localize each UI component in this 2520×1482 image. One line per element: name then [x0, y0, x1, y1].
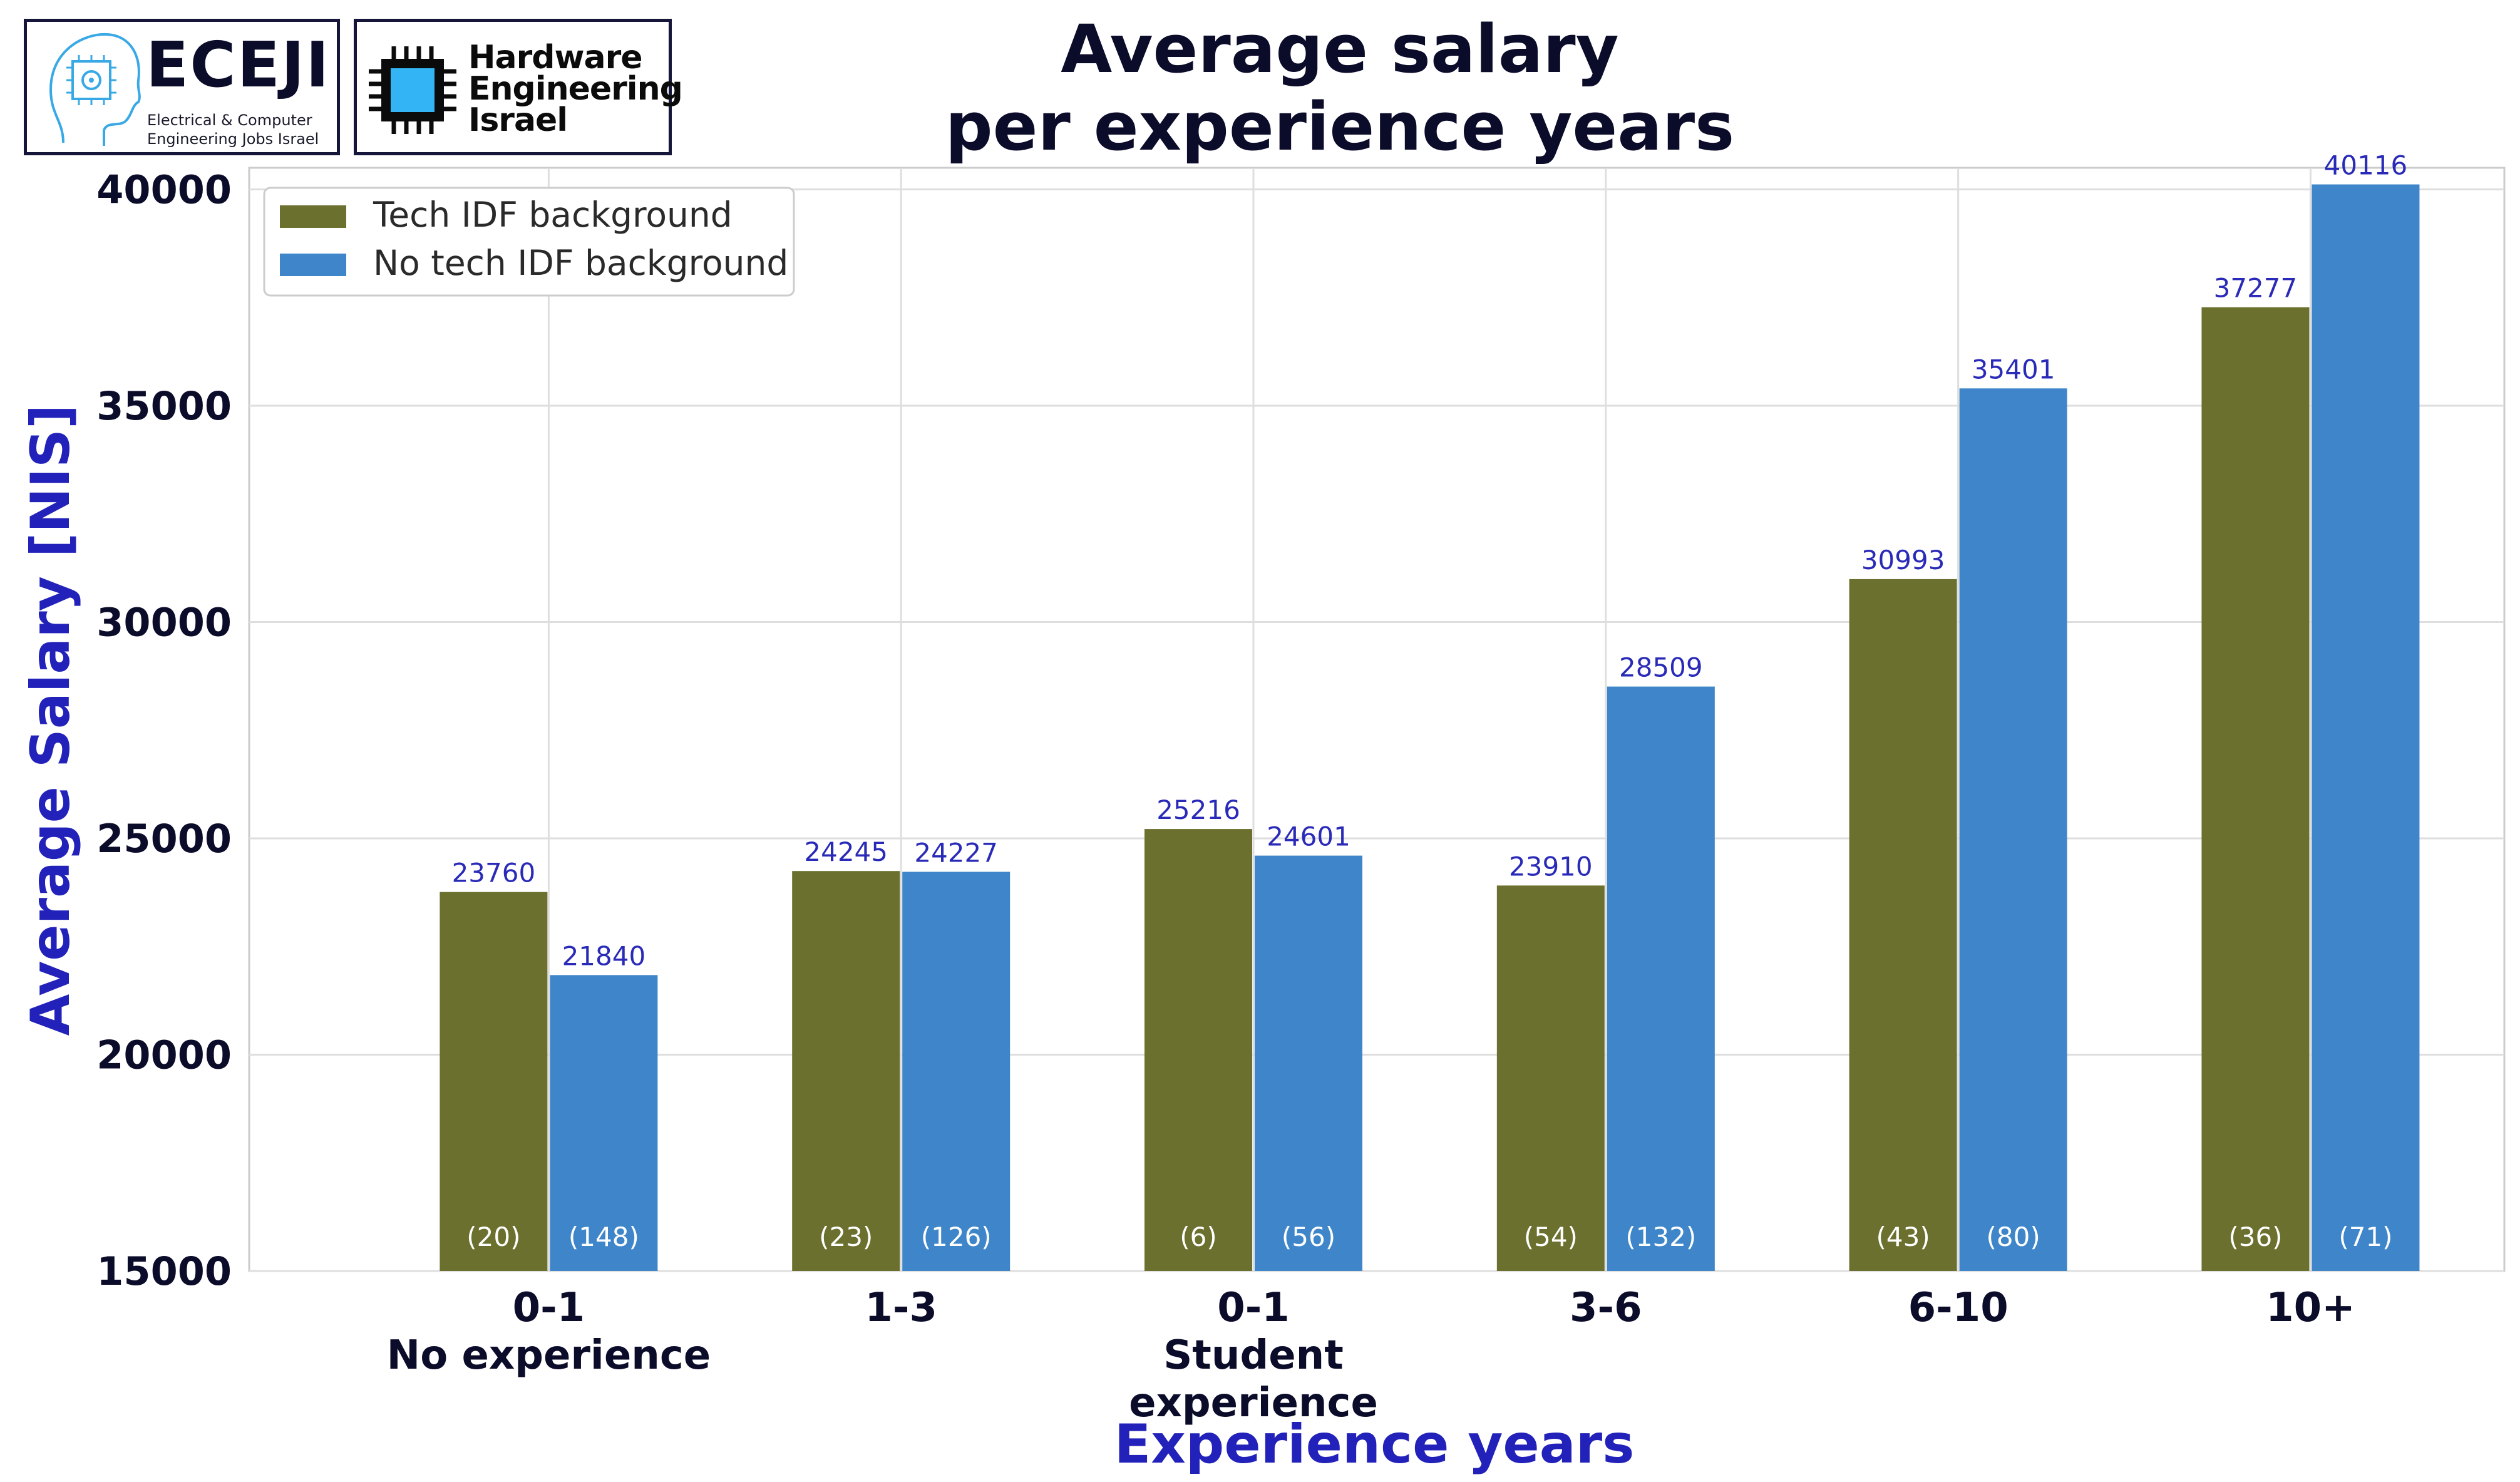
- chart-title: Average salary: [1061, 11, 1619, 88]
- y-tick-label: 15000: [96, 1248, 232, 1294]
- x-tick-label: 0-1: [1217, 1285, 1290, 1331]
- data-label: 25216: [1156, 795, 1240, 825]
- sample-count-label: (54): [1524, 1222, 1578, 1252]
- sample-count-label: (148): [568, 1222, 639, 1252]
- sample-count-label: (36): [2228, 1222, 2282, 1252]
- data-label: 24601: [1267, 821, 1350, 852]
- legend-entry: No tech IDF background: [373, 243, 788, 283]
- bar: [1959, 388, 2067, 1272]
- y-tick-label: 25000: [96, 816, 232, 862]
- x-tick-label: 1-3: [865, 1285, 937, 1331]
- hardware-logo-line-1: Hardware: [468, 39, 643, 76]
- data-label: 40116: [2324, 150, 2408, 181]
- hardware-logo-line-3: Israel: [468, 101, 568, 139]
- bar: [550, 975, 658, 1271]
- bar: [1496, 885, 1605, 1271]
- data-label: 24227: [914, 837, 998, 868]
- data-label: 21840: [562, 940, 646, 971]
- chart-title: per experience years: [945, 88, 1734, 165]
- sample-count-label: (132): [1625, 1222, 1696, 1252]
- hardware-logo-line-2: Engineering: [468, 70, 683, 108]
- legend: [263, 187, 795, 297]
- x-tick-label: 10+: [2266, 1285, 2355, 1331]
- legend-swatch: [280, 205, 346, 228]
- eceji-logo-subtitle-1: Electrical & Computer: [147, 111, 312, 129]
- sample-count-label: (23): [819, 1222, 873, 1252]
- bar: [2201, 307, 2310, 1271]
- chip-icon: [369, 46, 456, 134]
- y-tick-label: 40000: [96, 167, 232, 213]
- data-label: 24245: [804, 836, 888, 867]
- x-tick-label: 3-6: [1570, 1285, 1642, 1331]
- bar: [1849, 579, 1957, 1271]
- sample-count-label: (71): [2338, 1222, 2392, 1252]
- sample-count-label: (43): [1876, 1222, 1930, 1252]
- bar: [1255, 855, 1363, 1271]
- eceji-logo-subtitle-2: Engineering Jobs Israel: [147, 130, 319, 148]
- y-tick-label: 20000: [96, 1032, 232, 1078]
- legend-swatch: [280, 254, 346, 276]
- bar: [2312, 184, 2420, 1271]
- y-tick-label: 30000: [96, 600, 232, 646]
- data-label: 30993: [1861, 545, 1945, 575]
- x-tick-label: Student: [1163, 1332, 1344, 1379]
- eceji-logo-title: ECEJI: [146, 28, 331, 101]
- hardware-engineering-logo: Hardware Engineering Israel: [354, 19, 683, 155]
- legend-entry: Tech IDF background: [373, 195, 733, 235]
- sample-count-label: (80): [1987, 1222, 2040, 1252]
- sample-count-label: (56): [1282, 1222, 1335, 1252]
- x-tick-label: 0-1: [513, 1285, 585, 1331]
- y-tick-label: 35000: [96, 383, 232, 429]
- sample-count-label: (126): [921, 1222, 992, 1252]
- data-label: 35401: [1972, 354, 2055, 384]
- data-label: 28509: [1619, 652, 1703, 683]
- data-label: 23760: [452, 858, 536, 888]
- x-tick-label: 6-10: [1908, 1285, 2008, 1331]
- bar: [1607, 686, 1715, 1271]
- bar: [440, 892, 548, 1271]
- sample-count-label: (20): [466, 1222, 520, 1252]
- bar: [902, 872, 1011, 1271]
- y-axis-label: Average Salary [NIS]: [19, 404, 82, 1036]
- x-tick-label: experience: [1129, 1380, 1378, 1426]
- bar: [1144, 829, 1253, 1271]
- sample-count-label: (6): [1180, 1222, 1217, 1252]
- eceji-logo: ECEJI Electrical & Computer Engineering …: [24, 19, 340, 155]
- data-label: 37277: [2214, 273, 2298, 304]
- brain-circuit-icon: [49, 33, 141, 146]
- data-label: 23910: [1509, 851, 1593, 882]
- x-axis-label: Experience years: [1114, 1413, 1635, 1476]
- x-tick-label: No experience: [387, 1332, 711, 1379]
- bar: [792, 871, 900, 1271]
